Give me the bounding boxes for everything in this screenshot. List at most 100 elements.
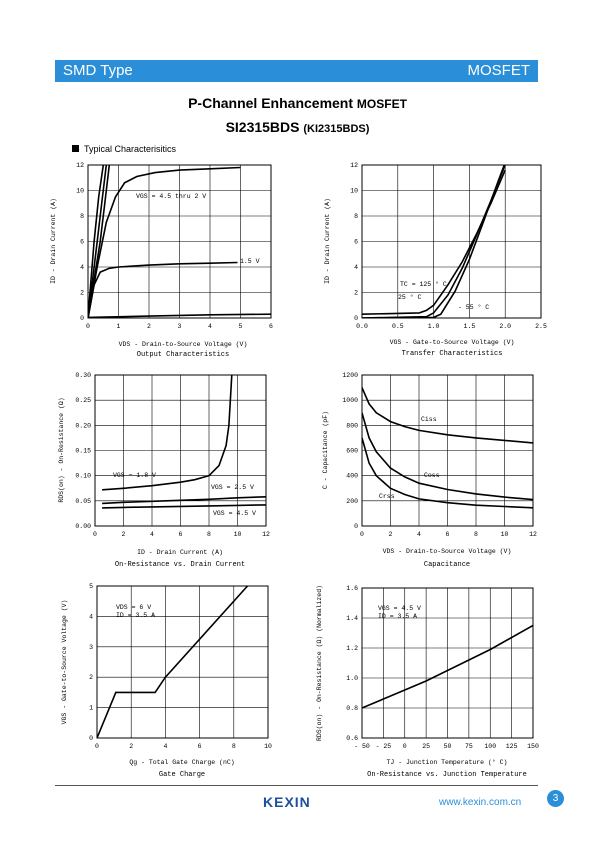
plot-frame bbox=[96, 585, 269, 739]
series-line bbox=[362, 624, 533, 709]
y-tick-label: 600 bbox=[346, 448, 358, 455]
x-tick-label: 0.5 bbox=[392, 323, 404, 330]
y-tick-label: 1000 bbox=[342, 397, 358, 404]
series-line bbox=[88, 313, 271, 318]
y-axis-label: C - Capacitance (pF) bbox=[322, 411, 329, 489]
chart-title: On-Resistance vs. Drain Current bbox=[115, 561, 245, 569]
chart-title: On-Resistance vs. Junction Temperature bbox=[367, 771, 527, 779]
x-tick-label: 2 bbox=[147, 323, 151, 330]
series-line bbox=[362, 387, 533, 444]
x-tick-label: 10 bbox=[264, 743, 272, 750]
y-tick-label: 6 bbox=[354, 239, 358, 246]
header-banner: SMD Type MOSFET bbox=[55, 60, 538, 82]
x-axis-label: VGS - Gate-to-Source Voltage (V) bbox=[390, 339, 515, 346]
x-tick-label: - 25 bbox=[376, 743, 392, 750]
series-line bbox=[88, 261, 238, 318]
series-label: 1.5 V bbox=[240, 258, 260, 265]
y-tick-label: 1.0 bbox=[346, 675, 358, 682]
y-axis-label: VGS - Gate-to-Source Voltage (V) bbox=[61, 600, 68, 725]
x-tick-label: 100 bbox=[484, 743, 496, 750]
doc-title: P-Channel Enhancement MOSFET bbox=[0, 95, 595, 111]
series-line bbox=[102, 504, 266, 509]
annotation: - 55 ° C bbox=[458, 303, 489, 311]
y-tick-label: 0.10 bbox=[75, 473, 91, 480]
y-tick-label: 4 bbox=[80, 264, 84, 271]
y-tick-label: 1.6 bbox=[346, 585, 358, 592]
y-tick-label: 0 bbox=[80, 315, 84, 322]
x-tick-label: 4 bbox=[150, 531, 154, 538]
y-axis-label: RDS(on) - On-Resistance (Ω) bbox=[58, 397, 65, 502]
y-tick-label: 12 bbox=[76, 162, 84, 169]
x-tick-label: 0 bbox=[360, 531, 364, 538]
annotation: ID = 3.5 A bbox=[378, 613, 417, 620]
x-axis-label: Qg - Total Gate Charge (nC) bbox=[129, 759, 234, 766]
x-axis-label: TJ - Junction Temperature (° C) bbox=[387, 758, 508, 766]
doc-title-suffix: MOSFET bbox=[356, 97, 407, 111]
x-tick-label: 10 bbox=[501, 531, 509, 538]
series-label: VGS = 4.5 V bbox=[213, 510, 256, 517]
y-tick-label: 4 bbox=[89, 613, 93, 620]
y-axis-label: ID - Drain Current (A) bbox=[324, 198, 331, 284]
y-tick-label: 10 bbox=[76, 188, 84, 195]
section-label: Typical Characterisitics bbox=[84, 144, 177, 154]
annotation: 25 ° C bbox=[398, 293, 422, 301]
series-line bbox=[88, 166, 241, 318]
footer-url[interactable]: www.kexin.com.cn bbox=[439, 797, 522, 808]
x-axis-label: VDS - Drain-to-Source Voltage (V) bbox=[383, 548, 512, 555]
x-tick-label: 150 bbox=[527, 743, 539, 750]
chart-4: 0 2 4 6 8 10 12 0 200 400 600 800 1000 1200 Ciss Coss Cr… bbox=[322, 372, 537, 569]
y-axis-label: RDS(on) - On-Resistance (Ω) (Normalized) bbox=[316, 585, 323, 741]
x-tick-label: 2.0 bbox=[499, 323, 511, 330]
y-tick-label: 0.8 bbox=[346, 705, 358, 712]
part-number: SI2315BDS (KI2315BDS) bbox=[0, 119, 595, 135]
plot-frame bbox=[361, 587, 534, 739]
x-tick-label: 0 bbox=[403, 743, 407, 750]
series-line bbox=[102, 496, 266, 505]
chart-6: - 50 - 25 0 25 50 75 100 125 150 0.6 0.8 1.0 1.2 1.4 1… bbox=[316, 585, 539, 779]
y-axis-label: ID - Drain Current (A) bbox=[50, 198, 57, 284]
y-tick-label: 200 bbox=[346, 498, 358, 505]
x-tick-label: 75 bbox=[465, 743, 473, 750]
chart-2: 0.0 0.5 1.0 1.5 2.0 2.5 0 2 4 6 8 10 12 TC = 125 ° C 2… bbox=[324, 162, 547, 358]
plot-frame bbox=[361, 374, 534, 527]
x-tick-label: 8 bbox=[474, 531, 478, 538]
y-tick-label: 0.6 bbox=[346, 735, 358, 742]
doc-title-main: P-Channel Enhancement bbox=[188, 95, 354, 111]
x-axis-label: VDS - Drain-to-Source Voltage (V) bbox=[119, 341, 248, 348]
chart-title: Output Characteristics bbox=[137, 351, 229, 359]
x-tick-label: - 50 bbox=[354, 743, 370, 750]
x-tick-label: 0 bbox=[95, 743, 99, 750]
y-tick-label: 12 bbox=[350, 162, 358, 169]
x-tick-label: 25 bbox=[422, 743, 430, 750]
series-label: VGS = 4.5 thru 2 V bbox=[136, 193, 206, 200]
y-tick-label: 0 bbox=[354, 315, 358, 322]
series-label: Coss bbox=[424, 472, 440, 479]
series-line bbox=[88, 165, 105, 318]
y-tick-label: 8 bbox=[80, 213, 84, 220]
x-axis-label: ID - Drain Current (A) bbox=[137, 549, 223, 556]
x-tick-label: 8 bbox=[207, 531, 211, 538]
series-line bbox=[88, 165, 108, 318]
section-heading: Typical Characterisitics bbox=[72, 144, 176, 154]
y-tick-label: 1.2 bbox=[346, 645, 358, 652]
y-tick-label: 1 bbox=[89, 705, 93, 712]
x-tick-label: 6 bbox=[446, 531, 450, 538]
x-tick-label: 0 bbox=[93, 531, 97, 538]
y-tick-label: 0 bbox=[89, 735, 93, 742]
y-tick-label: 0.15 bbox=[75, 448, 91, 455]
series-line bbox=[97, 586, 249, 738]
y-tick-label: 400 bbox=[346, 473, 358, 480]
chart-3: 0 2 4 6 8 10 12 0.00 0.05 0.10 0.15 0.20 0.25 0.30 VGS… bbox=[58, 372, 270, 569]
annotation: TC = 125 ° C bbox=[400, 280, 447, 288]
y-tick-label: 2 bbox=[80, 290, 84, 297]
page-number: 3 bbox=[547, 790, 564, 807]
plot-frame bbox=[361, 164, 542, 319]
annotation: VGS = 4.5 V bbox=[378, 605, 421, 612]
footer-rule bbox=[55, 785, 538, 786]
y-tick-label: 0.00 bbox=[75, 523, 91, 530]
x-tick-label: 2.5 bbox=[535, 323, 547, 330]
kexin-logo: KEXIN bbox=[263, 794, 311, 810]
y-tick-label: 0.05 bbox=[75, 498, 91, 505]
annotation: ID = 3.5 A bbox=[116, 612, 155, 619]
